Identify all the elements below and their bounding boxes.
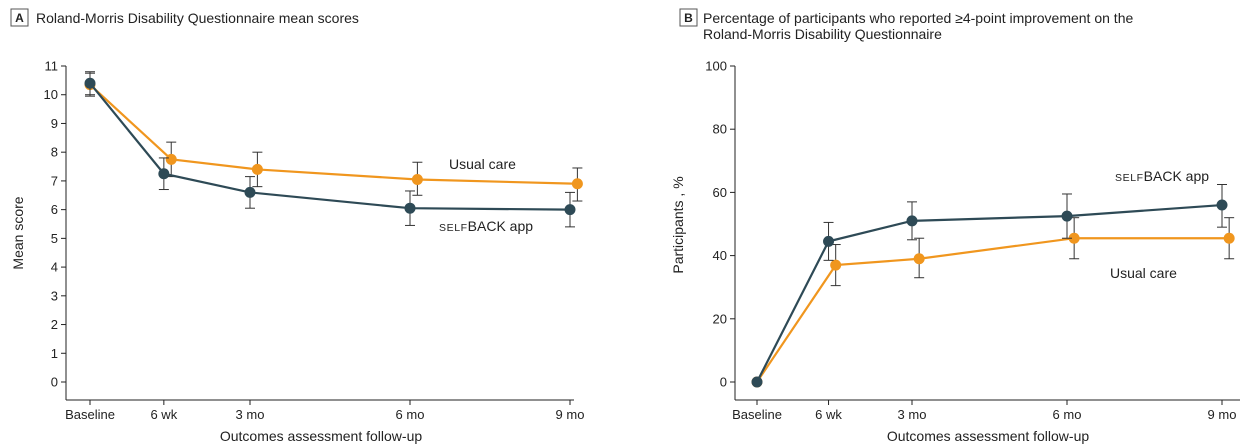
panel-a-y-tick-label-2: 2 xyxy=(51,317,58,332)
panel-b-x-label: Outcomes assessment follow-up xyxy=(887,428,1090,444)
panel-a-y-tick-label-5: 5 xyxy=(51,231,58,246)
panel-a-y-ticks: 0 1 2 3 4 5 6 7 8 9 10 11 xyxy=(44,59,66,390)
panel-a-y-tick-label-3: 3 xyxy=(51,288,58,303)
panel-a-y-tick-label-8: 8 xyxy=(51,145,58,160)
panel-b-y-tick-label-3: 60 xyxy=(713,185,727,200)
panel-b: B Percentage of participants who reporte… xyxy=(670,8,1240,444)
panel-b-y-tick-label-1: 20 xyxy=(713,311,727,326)
panel-a-selfback-point-3 xyxy=(404,202,416,214)
panel-b-y-label: Participants , % xyxy=(670,176,686,273)
panel-a-y-tick-label-11: 11 xyxy=(45,59,59,74)
panel-a: A Roland-Morris Disability Questionnaire… xyxy=(10,8,584,444)
panel-a-series-usual-care xyxy=(84,72,583,202)
panel-b-selfback-point-0 xyxy=(751,376,763,388)
panel-b-title-line-1: Percentage of participants who reported … xyxy=(703,10,1133,26)
panel-a-series xyxy=(84,71,583,228)
panel-b-y-tick-label-0: 0 xyxy=(720,375,727,390)
panel-b-y-tick-label-5: 100 xyxy=(705,59,727,74)
panel-b-usual-care-point-4 xyxy=(1223,232,1235,244)
panel-b-label-selfback-rest: BACK app xyxy=(1144,168,1210,184)
panel-a-y-tick-label-0: 0 xyxy=(51,375,58,390)
panel-a-y-tick-label-1: 1 xyxy=(51,346,58,361)
panel-a-y-tick-label-10: 10 xyxy=(44,87,58,102)
panel-a-selfback-point-1 xyxy=(158,168,170,180)
panel-a-usual-care-point-3 xyxy=(411,173,423,185)
panel-a-x-tick-label-2: 3 mo xyxy=(236,407,265,422)
panel-b-selfback-line xyxy=(756,203,1223,383)
panel-b-label-usual-care: Usual care xyxy=(1110,265,1177,281)
panel-b-y-ticks: 0 20 40 60 80 100 xyxy=(705,59,735,390)
panel-b-usual-care-line xyxy=(756,237,1230,383)
panel-a-badge-box xyxy=(10,8,29,27)
panel-b-series xyxy=(751,184,1235,388)
panel-b-selfback-point-4 xyxy=(1216,199,1228,211)
panel-a-usual-care-point-1 xyxy=(165,153,177,165)
panel-b-x-ticks: Baseline 6 wk 3 mo 6 mo 9 mo xyxy=(732,400,1236,422)
panel-b-x-tick-label-3: 6 mo xyxy=(1053,407,1082,422)
panel-a-title: Roland-Morris Disability Questionnaire m… xyxy=(36,10,359,26)
panel-b-usual-care-point-3 xyxy=(1068,232,1080,244)
panel-b-label-selfback-smallcaps: self xyxy=(1115,172,1144,184)
panel-a-x-tick-label-1: 6 wk xyxy=(150,407,177,422)
panel-a-usual-care-point-4 xyxy=(571,178,583,190)
panel-b-x-tick-label-2: 3 mo xyxy=(898,407,927,422)
panel-a-selfback-line xyxy=(89,82,571,211)
panel-a-label-selfback-smallcaps: self xyxy=(439,222,468,234)
panel-a-selfback-point-2 xyxy=(244,186,256,198)
panel-a-x-tick-label-3: 6 mo xyxy=(396,407,425,422)
panel-a-x-tick-label-4: 9 mo xyxy=(556,407,585,422)
panel-b-selfback-point-1 xyxy=(823,235,835,247)
panel-a-y-label: Mean score xyxy=(10,196,26,269)
panel-a-label-usual-care: Usual care xyxy=(449,156,516,172)
panel-a-x-tick-label-0: Baseline xyxy=(65,407,115,422)
panel-a-selfback-point-0 xyxy=(84,77,96,89)
panel-b-title-line-2: Roland-Morris Disability Questionnaire xyxy=(703,26,942,42)
panel-b-series-selfback xyxy=(751,184,1228,388)
panel-a-y-tick-label-9: 9 xyxy=(51,116,58,131)
panel-a-usual-care-point-2 xyxy=(251,163,263,175)
panel-b-label-selfback: selfBACK app xyxy=(1115,168,1209,184)
panel-a-y-tick-label-6: 6 xyxy=(51,202,58,217)
panel-b-selfback-point-2 xyxy=(906,215,918,227)
panel-b-y-tick-label-4: 80 xyxy=(713,122,727,137)
panel-a-y-tick-label-4: 4 xyxy=(51,260,58,275)
panel-b-x-tick-label-1: 6 wk xyxy=(815,407,842,422)
panel-a-selfback-point-4 xyxy=(564,204,576,216)
panel-b-y-tick-label-2: 40 xyxy=(713,248,727,263)
panel-a-y-tick-label-7: 7 xyxy=(51,173,58,188)
panel-b-x-tick-label-4: 9 mo xyxy=(1208,407,1237,422)
panel-b-usual-care-point-2 xyxy=(913,253,925,265)
panel-a-label-selfback: selfBACK app xyxy=(439,218,533,234)
panel-b-badge: B xyxy=(684,11,693,25)
panel-a-x-label: Outcomes assessment follow-up xyxy=(220,428,423,444)
panel-b-x-tick-label-0: Baseline xyxy=(732,407,782,422)
panel-b-badge-box xyxy=(679,8,698,27)
panel-a-label-selfback-rest: BACK app xyxy=(468,218,534,234)
panel-a-x-ticks: Baseline 6 wk 3 mo 6 mo 9 mo xyxy=(65,400,584,422)
panel-a-series-selfback xyxy=(84,71,576,228)
panel-b-usual-care-point-1 xyxy=(830,259,842,271)
panel-a-badge: A xyxy=(15,11,24,25)
panel-b-selfback-point-3 xyxy=(1061,210,1073,222)
